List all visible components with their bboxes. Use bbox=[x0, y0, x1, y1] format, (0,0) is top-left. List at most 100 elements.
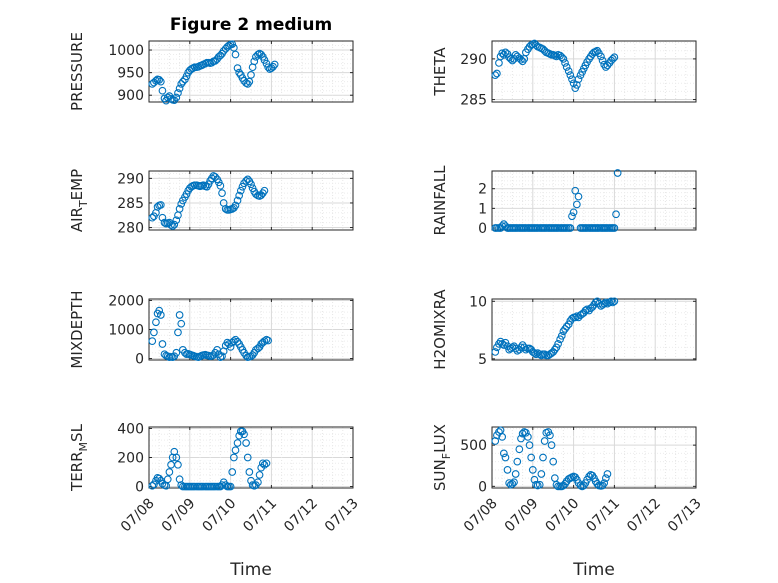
sun_flux-point bbox=[503, 466, 512, 474]
theta-axes: 285 290 THETA bbox=[431, 39, 697, 109]
sun_flux-point bbox=[511, 470, 520, 478]
pressure-ytick-label: 950 bbox=[117, 66, 144, 82]
sun_flux-xtick-label: 07/13 bbox=[665, 495, 705, 535]
air_temp-ytick-label: 285 bbox=[117, 196, 144, 212]
mixdepth-point bbox=[174, 328, 182, 337]
pressure-point bbox=[262, 59, 271, 68]
sun_flux-point bbox=[524, 433, 532, 441]
sun_flux-point bbox=[527, 453, 536, 462]
terr_msl-point bbox=[243, 453, 252, 462]
terr_msl-ytick-label: 0 bbox=[135, 480, 144, 496]
air_temp-axes-box bbox=[148, 170, 354, 231]
mixdepth-ylabel: MIXDEPTH bbox=[68, 290, 86, 368]
theta-point bbox=[495, 59, 503, 67]
terr_msl-ytick-label: 200 bbox=[117, 451, 144, 467]
sun_flux-xtick-label: 07/11 bbox=[583, 495, 623, 535]
h2omixra-point bbox=[550, 345, 559, 354]
sun_flux-ylabel: SUNFLUX bbox=[431, 424, 453, 491]
terr_msl-point bbox=[231, 446, 240, 455]
h2omixra-point bbox=[557, 331, 566, 340]
rainfall-point bbox=[501, 222, 510, 230]
h2omixra-ytick-label: 10 bbox=[469, 294, 487, 310]
terr_msl-point bbox=[163, 475, 172, 484]
h2omixra-point bbox=[607, 297, 615, 306]
terr_msl-ylabel: TERRMSL bbox=[68, 423, 90, 492]
sun_flux-point bbox=[496, 426, 505, 435]
air_temp-point bbox=[167, 221, 175, 229]
rainfall-ytick-label: 2 bbox=[478, 182, 487, 198]
air_temp-point bbox=[236, 186, 245, 195]
h2omixra-point bbox=[593, 297, 602, 306]
sun_flux-ytick-label: 500 bbox=[460, 438, 487, 454]
sun_flux-xtick-label: 07/10 bbox=[543, 495, 583, 535]
sun_flux-point bbox=[525, 441, 534, 449]
theta-point bbox=[561, 59, 569, 67]
sun_flux-point bbox=[530, 475, 539, 484]
terr_msl-point bbox=[260, 460, 269, 469]
rainfall-point bbox=[568, 212, 576, 221]
mixdepth-point bbox=[152, 318, 160, 327]
theta-point bbox=[508, 56, 517, 65]
sun_flux-point bbox=[546, 431, 554, 440]
mixdepth-axes: 0 1000 2000 MIXDEPTH bbox=[68, 290, 354, 369]
sun_flux-point bbox=[515, 445, 524, 454]
theta-point bbox=[610, 53, 619, 62]
air_temp-point bbox=[160, 218, 169, 227]
h2omixra-ylabel: H2OMIXRA bbox=[431, 289, 449, 370]
theta-point bbox=[498, 49, 507, 58]
mixdepth-point bbox=[177, 319, 186, 328]
terr_msl-xtick-label: 07/13 bbox=[322, 495, 362, 535]
sun_flux-point bbox=[522, 428, 530, 437]
air_temp-point bbox=[170, 220, 179, 229]
rainfall-point bbox=[493, 224, 501, 232]
h2omixra-point bbox=[591, 298, 600, 307]
rainfall-ytick-label: 0 bbox=[478, 221, 487, 237]
air_temp-point bbox=[247, 180, 255, 189]
pressure-point bbox=[235, 68, 244, 77]
rainfall-point bbox=[613, 169, 622, 177]
terr_msl-axes: 0 200 400 07/08 07/09 07/10 07/11 07/12 07/13 TER… bbox=[68, 421, 362, 535]
air_temp-point bbox=[172, 216, 181, 225]
sun_flux-point bbox=[499, 449, 508, 458]
rainfall-point bbox=[571, 186, 580, 195]
pressure-point bbox=[270, 60, 279, 69]
right-xlabel: Time bbox=[572, 560, 615, 580]
theta-point bbox=[598, 56, 607, 65]
pressure-point bbox=[269, 62, 277, 71]
mixdepth-point bbox=[226, 343, 235, 351]
air_temp-ytick-label: 280 bbox=[117, 221, 144, 237]
pressure-point bbox=[228, 40, 237, 49]
theta-ylabel: THETA bbox=[431, 47, 449, 97]
terr_msl-point bbox=[174, 460, 182, 469]
terr_msl-point bbox=[242, 439, 250, 447]
mixdepth-point bbox=[148, 337, 157, 345]
terr_msl-point bbox=[258, 459, 267, 468]
rainfall-ytick-label: 1 bbox=[478, 201, 487, 217]
pressure-point bbox=[177, 80, 186, 88]
mixdepth-ytick-label: 1000 bbox=[108, 323, 144, 339]
pressure-point bbox=[179, 77, 187, 86]
terr_msl-point bbox=[172, 453, 181, 462]
air_temp-point bbox=[218, 189, 226, 197]
theta-point bbox=[491, 71, 500, 80]
h2omixra-point bbox=[605, 298, 614, 307]
terr_msl-xtick-label: 07/11 bbox=[240, 495, 280, 535]
terr_msl-ytick-label: 400 bbox=[117, 421, 144, 437]
sun_flux-point bbox=[501, 453, 510, 462]
pressure-point bbox=[264, 63, 272, 72]
terr_msl-point bbox=[262, 459, 271, 468]
theta-point bbox=[608, 55, 617, 63]
theta-point bbox=[517, 55, 525, 64]
mixdepth-point bbox=[172, 348, 181, 357]
sun_flux-ytick-label: 0 bbox=[478, 479, 487, 495]
pressure-point bbox=[155, 76, 164, 84]
mixdepth-point bbox=[181, 348, 189, 357]
air_temp-point bbox=[156, 201, 165, 209]
mixdepth-point bbox=[150, 328, 158, 337]
mixdepth-ytick-label: 0 bbox=[135, 352, 144, 368]
sun_flux-point bbox=[585, 472, 593, 481]
h2omixra-point bbox=[491, 348, 500, 356]
theta-point bbox=[562, 63, 571, 71]
pressure-point bbox=[231, 50, 240, 59]
sun_flux-xtick-label: 07/08 bbox=[461, 495, 501, 535]
